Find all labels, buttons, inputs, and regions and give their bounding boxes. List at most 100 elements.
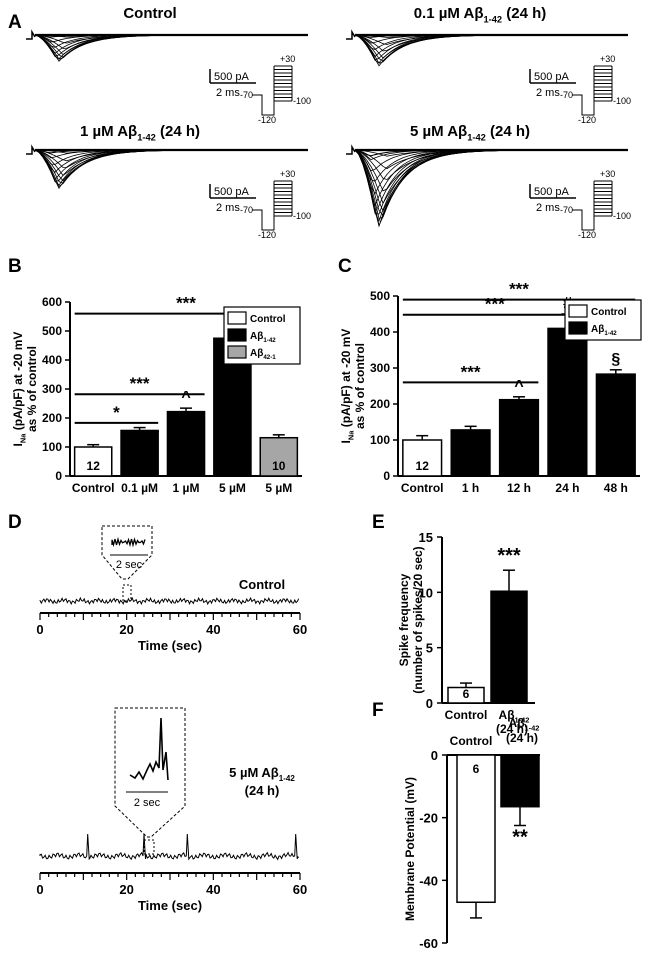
e-x-label-line2: (24 h) xyxy=(496,722,528,736)
c-x-tick-label: 48 h xyxy=(604,481,628,495)
label-subscript: 1-42 xyxy=(525,724,540,733)
c-bar-n: 8 xyxy=(612,459,619,473)
scale-current-label: 500 pA xyxy=(214,186,250,198)
treated-inset-label: 2 sec xyxy=(134,797,161,809)
e-bar-n: 6 xyxy=(506,687,513,701)
current-trace xyxy=(354,34,615,58)
f-bar-n: 6 xyxy=(517,762,524,776)
d-control-time-label: Time (sec) xyxy=(138,638,202,653)
protocol-line xyxy=(252,66,275,116)
treated-inset-trace xyxy=(129,717,169,781)
f-y-tick-label: 0 xyxy=(431,748,438,763)
label-main: I xyxy=(339,440,353,443)
b-sig-label: *** xyxy=(130,374,150,393)
trace-title: 0.1 µM Aβ1-42 (24 h) xyxy=(414,5,547,25)
trace-group-3: 5 µM Aβ1-42 (24 h) 500 pA 2 ms +30 -70 -100 -1… xyxy=(346,123,631,240)
d-treated-time-tick-label: 40 xyxy=(206,882,220,897)
e-significance: *** xyxy=(497,545,521,567)
e-bar-n: 6 xyxy=(463,687,470,701)
b-y-label: INa (pA/pF) at -20 mV xyxy=(11,332,28,447)
b-y-tick-label: 200 xyxy=(42,411,62,425)
trace-title: 5 µM Aβ1-42 (24 h) xyxy=(410,123,530,143)
control-voltage-trace xyxy=(39,596,300,606)
label-main: 5 µM Aβ xyxy=(410,123,467,140)
d-control-time-tick-label: 60 xyxy=(293,622,307,637)
d-treated-time-label: Time (sec) xyxy=(138,898,202,913)
protocol-line xyxy=(252,181,275,231)
b-legend-swatch xyxy=(227,345,247,359)
current-trace xyxy=(354,149,615,205)
c-legend-swatch xyxy=(568,304,588,318)
label-subscript: 1-42 xyxy=(604,330,617,337)
e-x-label: Aβ1-42 xyxy=(499,708,530,725)
panel-letter-f: F xyxy=(372,700,384,721)
b-bar-n: 10 xyxy=(272,459,286,473)
e-y-label-line2: (number of spikes/20 sec) xyxy=(411,546,425,693)
e-bar xyxy=(490,590,528,704)
label-main: Aβ xyxy=(250,331,263,342)
protocol-hold-label: -70 xyxy=(560,205,573,215)
d-treated-time-tick-label: 0 xyxy=(36,882,43,897)
c-x-tick-label: 1 h xyxy=(462,481,479,495)
label-main: Control xyxy=(591,307,627,318)
b-bar-n: 9 xyxy=(229,459,236,473)
label-main: 5 µM Aβ xyxy=(229,765,279,780)
protocol-top-label: +30 xyxy=(600,169,615,179)
e-y-tick-label: 5 xyxy=(426,641,433,656)
b-legend-label: Control xyxy=(250,314,286,325)
b-bar xyxy=(73,446,113,477)
c-sig-label: *** xyxy=(509,280,529,299)
label-main: Aβ xyxy=(591,324,604,335)
label-rest: (pA/pF) at -20 mV xyxy=(339,329,353,431)
c-bar-n: 12 xyxy=(416,459,430,473)
panel-letter-d: D xyxy=(8,512,22,533)
control-trace-label: Control xyxy=(239,577,285,592)
c-legend-label: Control xyxy=(591,307,627,318)
b-bar xyxy=(120,429,159,477)
c-y-label: INa (pA/pF) at -20 mV xyxy=(339,329,356,444)
label-rest: (24 h) xyxy=(502,5,546,22)
label-main: Control xyxy=(123,5,176,22)
d-control-time-tick-label: 40 xyxy=(206,622,220,637)
b-y-tick-label: 0 xyxy=(55,469,62,483)
protocol-top-label: +30 xyxy=(280,54,295,64)
label-main: 1 µM Aβ xyxy=(80,123,137,140)
current-trace xyxy=(354,149,615,213)
protocol-base-label: -100 xyxy=(613,211,631,221)
c-y-label-line2: as % of control xyxy=(353,343,367,429)
label-subscript: 42-1 xyxy=(263,354,276,361)
f-x-label: Aβ1-42 xyxy=(509,716,540,733)
b-legend-swatch xyxy=(227,311,247,325)
d-treated-time-tick-label: 60 xyxy=(293,882,307,897)
current-trace xyxy=(354,34,615,45)
e-y-label: Spike frequency xyxy=(397,573,411,666)
scale-time-label: 2 ms xyxy=(536,87,560,99)
stim-artifact xyxy=(346,144,356,155)
e-x-label: Control xyxy=(445,708,488,722)
b-x-tick-label: 0.1 µM xyxy=(121,481,158,495)
protocol-base-label: -100 xyxy=(293,96,311,106)
current-trace xyxy=(34,149,295,181)
f-y-tick-label: -60 xyxy=(419,936,438,951)
label-main: I xyxy=(11,443,25,446)
f-bar xyxy=(456,754,496,904)
d-panel: 0 20 40 60 Time (sec) Control 2 sec 0 20 40 60 Time… xyxy=(36,525,307,913)
trace-group-0: Control 500 pA 2 ms +30 -70 -100 -120 xyxy=(26,5,311,125)
stim-artifact xyxy=(26,29,36,40)
trace-title: Control xyxy=(123,5,176,22)
label-rest: (24 h) xyxy=(156,123,200,140)
control-inset-box xyxy=(101,525,153,580)
f-significance: ** xyxy=(512,827,528,849)
c-y-tick-label: 100 xyxy=(370,433,390,447)
c-y-tick-label: 200 xyxy=(370,397,390,411)
current-trace xyxy=(354,149,615,215)
c-annotation: § xyxy=(611,351,620,368)
c-x-tick-label: 12 h xyxy=(507,481,531,495)
b-y-tick-label: 300 xyxy=(42,382,62,396)
e-y-tick-label: 0 xyxy=(426,696,433,711)
control-inset-label: 2 sec xyxy=(116,559,143,571)
c-chart: 0 100 200 300 400 500 INa (pA/pF) at -20 mV as … xyxy=(339,280,642,495)
panel-letter-a: A xyxy=(8,12,22,33)
